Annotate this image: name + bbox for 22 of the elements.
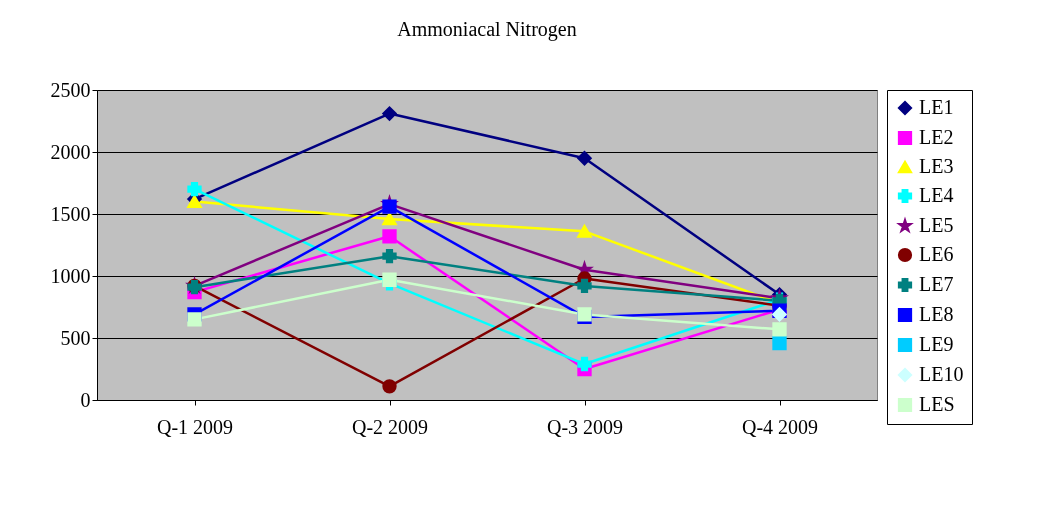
legend-label: LE1 [919,96,954,118]
legend-label: LE2 [919,126,954,148]
y-tick-label: 1500 [50,202,91,225]
y-tick-label: 2000 [50,140,91,163]
x-tick-label: Q-2 2009 [351,415,429,438]
y-tick-label: 2500 [50,78,91,101]
legend-label: LE6 [919,243,954,265]
legend-label: LE10 [919,363,964,385]
x-tick-label: Q-1 2009 [156,415,234,438]
legend-label: LE4 [919,184,954,206]
legend-label: LE9 [919,333,954,355]
legend-label: LE3 [919,155,954,177]
chart-title: Ammoniacal Nitrogen [397,18,577,41]
legend-label: LES [919,393,955,415]
x-tick-label: Q-4 2009 [741,415,819,438]
legend-label: LE8 [919,303,954,325]
legend-label: LE7 [919,273,954,295]
legend-label: LE5 [919,214,954,236]
y-tick-label: 1000 [50,264,91,287]
x-tick-label: Q-3 2009 [546,415,624,438]
y-tick-label: 500 [60,326,91,349]
y-tick-label: 0 [80,388,91,411]
